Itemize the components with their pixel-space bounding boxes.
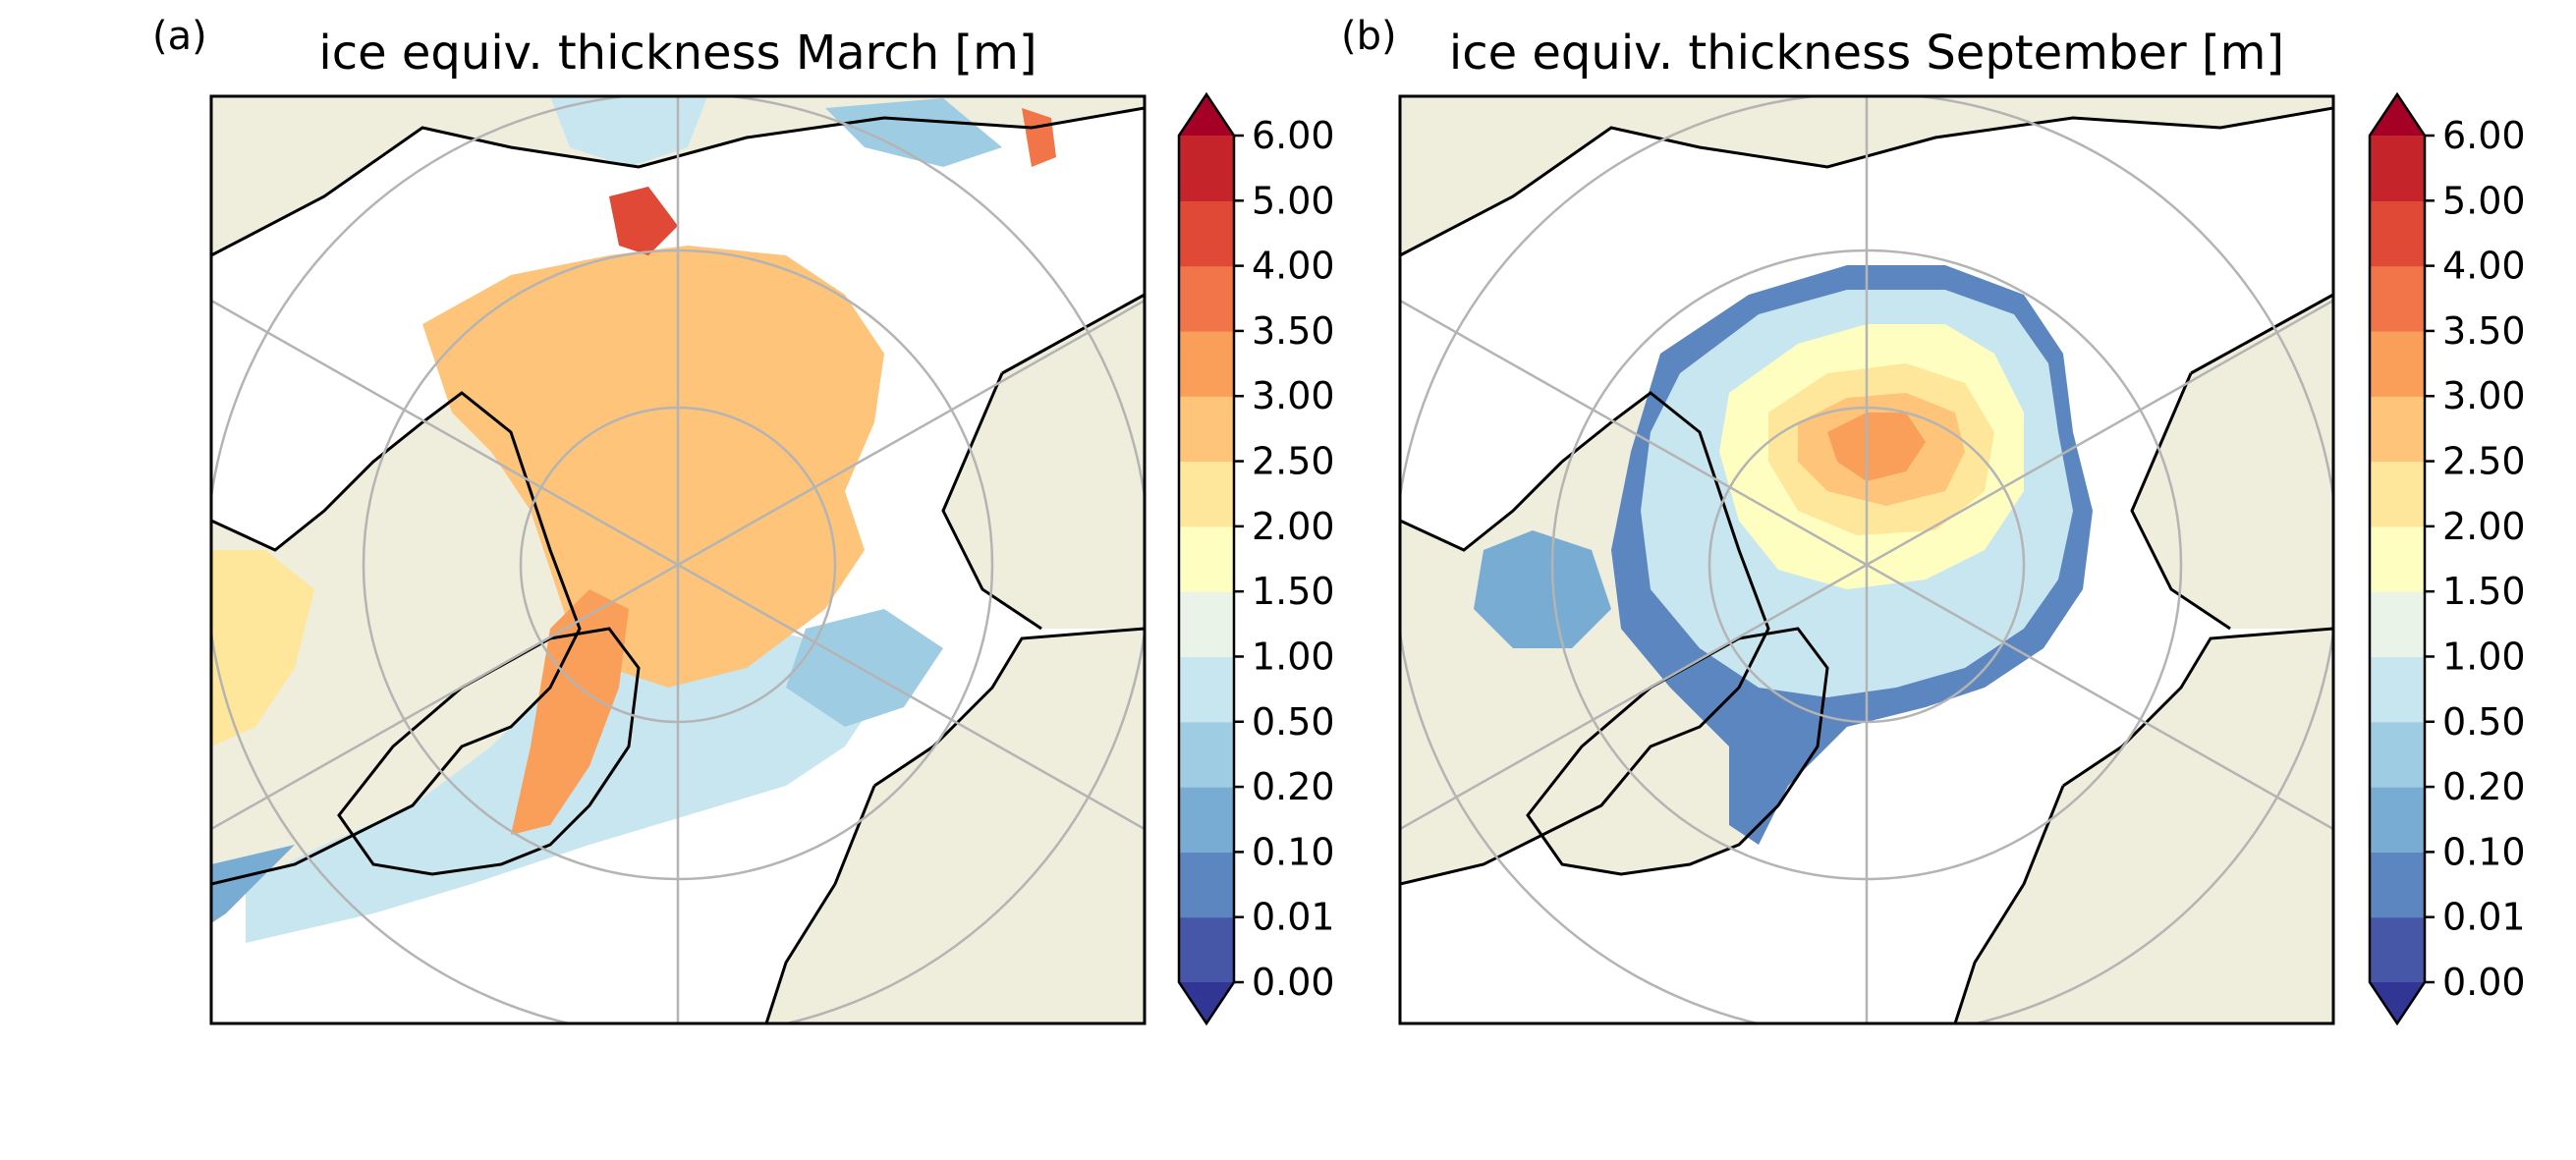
colorbar-a-band-6 [1179,525,1234,592]
colorbar-a-tick-label: 1.50 [1252,570,1335,613]
sea-ice-field [211,96,1056,943]
colorbar-a-band-11 [1179,200,1234,267]
colorbar-a-tick-label: 2.00 [1252,505,1335,548]
graticule [1400,96,2333,1023]
colorbar-a-tick-label: 0.00 [1252,961,1335,1004]
colorbar-a-under-extend [1179,982,1234,1023]
colorbar-b-tick-label: 0.50 [2442,700,2526,744]
colorbar-b-tick-label: 4.00 [2442,245,2526,288]
colorbar-b: 0.00 0.01 0.10 0.20 0.50 1.00 1.50 2.00 2.50 3.00… [2368,91,2526,1026]
colorbar-a-over-extend [1179,94,1234,136]
colorbar-b-band-3 [2370,721,2425,788]
sea-ice-chukchi-thick [609,187,678,255]
colorbar-a-tick-label: 0.01 [1252,896,1335,939]
colorbar-a-band-9 [1179,330,1234,397]
colorbar-b-tick-label: 0.01 [2442,896,2526,939]
sea-ice-thin-atlantic [786,609,943,727]
sea-ice-okhotsk [1022,108,1056,167]
colorbar-b-tick-label: 3.00 [2442,374,2526,417]
colorbar-a-tick-label: 0.20 [1252,765,1335,808]
colorbar-b-tick-label: 2.50 [2442,440,2526,483]
colorbar-b-band-4 [2370,656,2425,723]
colorbar-b-band-0 [2370,916,2425,983]
panel-a-label: (a) [152,14,207,59]
colorbar-a-tick-label: 2.50 [1252,440,1335,483]
panel-b-title: ice equiv. thickness September [m] [1449,26,2284,81]
land-right [943,295,1145,629]
colorbar-b-tick-label: 2.00 [2442,505,2526,548]
panel-b-frame [1398,94,2335,1025]
colorbar-a-band-12 [1179,136,1234,201]
land-north-america [211,393,580,884]
colorbar-a-band-2 [1179,787,1234,853]
colorbar-a-band-8 [1179,396,1234,463]
colorbar-b-tick-label: 1.50 [2442,570,2526,613]
colorbar-a-tick-label: 6.00 [1252,114,1335,157]
sea-ice-thick-band [511,589,629,835]
colorbar-b-tick-label: 0.20 [2442,765,2526,808]
colorbar-b-band-8 [2370,396,2425,463]
graticule [211,96,1145,1023]
sea-ice-pacific [550,96,707,167]
colorbar-b-band-6 [2370,525,2425,592]
colorbar-b-band-7 [2370,461,2425,527]
panel-a-title: ice equiv. thickness March [m] [318,26,1036,81]
colorbar-b-tick-label: 5.00 [2442,179,2526,222]
colorbar-b-over-extend [2370,94,2425,136]
colorbar-b-band-10 [2370,265,2425,332]
colorbar-a-band-1 [1179,852,1234,918]
sea-ice-central [422,246,884,688]
sea-ice-field [1474,265,2093,845]
panel-b-map [1398,94,2335,1025]
colorbar-b-tick-label: 3.50 [2442,309,2526,353]
colorbar-b-tick-label: 6.00 [2442,114,2526,157]
colorbar-b-band-1 [2370,852,2425,918]
colorbar-a-band-7 [1179,461,1234,527]
sea-ice-archipelago [1474,530,1611,648]
coastlines [211,106,1145,1023]
sea-ice-hudson [211,550,314,746]
colorbar-a-band-4 [1179,656,1234,723]
colorbar-b-band-12 [2370,136,2425,201]
sea-ice-bering [825,98,1002,167]
colorbar-a-tick-label: 0.50 [1252,700,1335,744]
colorbar-b-band-2 [2370,787,2425,853]
colorbar-a-tick-label: 4.00 [1252,245,1335,288]
colorbar-b-tick-label: 1.00 [2442,635,2526,678]
land-right [2132,295,2333,629]
colorbar-a-band-0 [1179,916,1234,983]
colorbar-b-band-5 [2370,591,2425,658]
colorbar-a-tick-label: 0.10 [1252,830,1335,873]
colorbar-a-band-3 [1179,721,1234,788]
colorbar-a-tick-label: 3.00 [1252,374,1335,417]
colorbar-b-under-extend [2370,982,2425,1023]
land-europe [766,629,1145,1023]
colorbar-b-band-9 [2370,330,2425,397]
colorbar-b-tick-label: 0.10 [2442,830,2526,873]
colorbar-a-tick-label: 1.00 [1252,635,1335,678]
panel-a-map [209,94,1147,1025]
colorbar-a: 0.00 0.01 0.10 0.20 0.50 1.00 1.50 2.00 2.50 3.00… [1177,91,1335,1026]
colorbar-b-band-11 [2370,200,2425,267]
sea-ice-core [1827,413,1926,481]
colorbar-b-tick-label: 0.00 [2442,961,2526,1004]
colorbar-a-band-10 [1179,265,1234,332]
colorbar-a-band-5 [1179,591,1234,658]
panel-b-label: (b) [1341,14,1397,59]
colorbar-a-tick-label: 3.50 [1252,309,1335,353]
sea-ice-edge-blue [211,845,295,923]
colorbar-a-tick-label: 5.00 [1252,179,1335,222]
land-europe [1955,629,2333,1023]
panel-a-frame [209,94,1147,1025]
